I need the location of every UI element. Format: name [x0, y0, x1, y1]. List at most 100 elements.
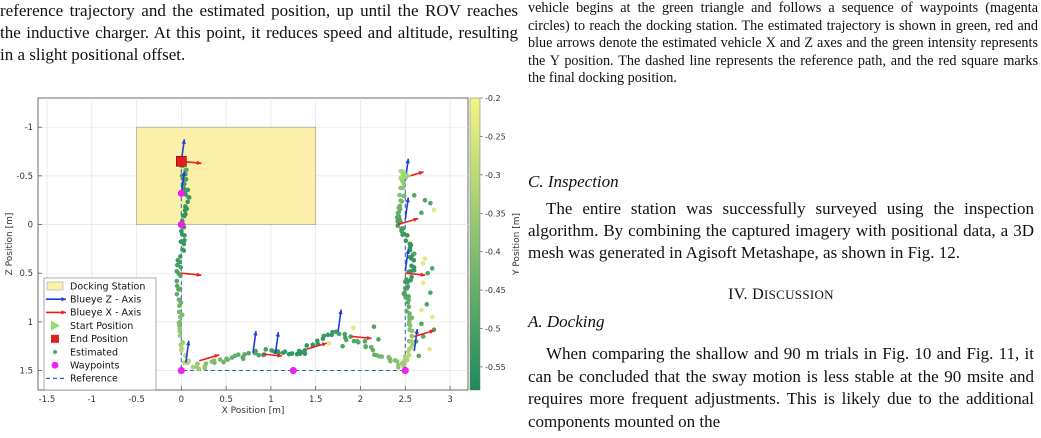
- estimated-point: [396, 210, 402, 215]
- estimated-point: [302, 351, 308, 357]
- estimated-point: [221, 359, 226, 365]
- colorbar-tick-label: -0.55: [485, 363, 506, 372]
- colorbar-tick-label: -0.25: [485, 132, 506, 141]
- estimated-point: [175, 257, 181, 263]
- estimated-point: [302, 348, 308, 353]
- x-tick-label: -1: [88, 395, 96, 405]
- estimated-point: [179, 312, 185, 318]
- z-axis-arrow-head: [405, 197, 410, 203]
- estimated-point: [263, 347, 269, 352]
- x-tick-label: 1: [268, 395, 273, 405]
- estimated-point: [368, 344, 374, 350]
- estimated-point: [387, 356, 393, 362]
- estimated-point: [409, 339, 414, 344]
- estimated-point: [355, 338, 360, 344]
- estimated-point: [177, 286, 183, 292]
- estimated-point: [320, 336, 326, 341]
- estimated-point: [276, 350, 281, 356]
- z-axis-arrow-head: [181, 139, 186, 145]
- y-tick-label: -1: [25, 123, 33, 133]
- estimated-point: [256, 352, 262, 358]
- estimated-point: [407, 254, 413, 260]
- waypoint-marker: [401, 366, 409, 375]
- colorbar-tick-label: -0.3: [485, 171, 501, 180]
- estimated-point: [174, 268, 180, 274]
- legend-swatch: [51, 334, 59, 343]
- estimated-point: [174, 278, 180, 284]
- estimated-point: [229, 355, 235, 360]
- estimated-point: [372, 352, 377, 358]
- z-axis-arrow-head: [414, 329, 419, 334]
- x-axis-arrow-head: [366, 335, 372, 341]
- end-position-marker: [176, 155, 187, 167]
- x-axis-arrow-head: [413, 217, 419, 222]
- estimated-point: [419, 321, 424, 327]
- estimated-point: [407, 319, 412, 325]
- legend-swatch-head: [61, 310, 66, 315]
- waypoint-marker: [177, 220, 185, 229]
- y-axis-label: Z Position [m]: [5, 213, 15, 276]
- legend-label: Blueye X - Axis: [70, 308, 141, 319]
- estimated-point: [405, 233, 410, 238]
- estimated-point: [246, 350, 251, 356]
- left-column: reference trajectory and the estimated p…: [0, 0, 520, 438]
- legend-label: Waypoints: [70, 361, 119, 372]
- section-text-docking: When comparing the shallow and 90 m tria…: [528, 344, 1034, 431]
- estimated-point: [429, 314, 435, 320]
- x-axis-arrow-head: [214, 354, 220, 359]
- estimated-point: [362, 339, 368, 344]
- estimated-point: [376, 337, 381, 342]
- estimated-point: [416, 353, 422, 359]
- x-tick-label: 0: [179, 395, 184, 405]
- estimated-point: [401, 193, 407, 199]
- estimated-point: [342, 331, 348, 337]
- z-axis-arrow-head: [181, 171, 186, 177]
- estimated-point: [397, 192, 402, 198]
- x-axis-arrow-head: [418, 171, 424, 176]
- estimated-point: [294, 351, 300, 357]
- estimated-point: [427, 346, 432, 352]
- estimated-point: [398, 185, 403, 191]
- estimated-point: [431, 207, 437, 213]
- z-axis-arrow-head: [405, 158, 410, 164]
- estimated-point: [363, 343, 368, 349]
- estimated-point: [401, 181, 407, 186]
- estimated-point: [420, 280, 426, 286]
- estimated-point: [180, 213, 186, 218]
- estimated-point: [343, 335, 348, 341]
- legend-label: Estimated: [70, 347, 118, 358]
- estimated-point: [174, 291, 180, 297]
- x-tick-label: 1.5: [309, 395, 323, 405]
- estimated-point: [326, 340, 332, 346]
- x-axis-arrow-head: [196, 272, 202, 277]
- section-heading-rest: ISCUSSION: [763, 287, 834, 302]
- z-axis-arrow-head: [253, 331, 258, 336]
- z-axis-arrow-head: [186, 340, 191, 346]
- waypoint-marker: [289, 366, 297, 375]
- colorbar-tick-label: -0.45: [485, 286, 506, 295]
- section-heading-discussion: IV. DISCUSSION: [528, 286, 1034, 304]
- estimated-point: [280, 350, 286, 356]
- estimated-point: [424, 302, 430, 307]
- legend-label: Reference: [70, 374, 118, 385]
- estimated-point: [408, 241, 413, 247]
- x-axis-arrow-head: [429, 329, 435, 334]
- legend-box: [43, 277, 157, 391]
- legend-swatch-head: [61, 297, 66, 302]
- x-tick-label: -0.5: [128, 395, 145, 405]
- estimated-point: [422, 256, 428, 261]
- z-axis-arrow-head: [275, 331, 280, 337]
- estimated-point: [419, 210, 424, 216]
- estimated-point: [409, 328, 415, 334]
- estimated-point: [407, 323, 413, 328]
- legend-swatch: [46, 281, 64, 291]
- estimated-point: [401, 232, 407, 237]
- estimated-point: [176, 297, 182, 302]
- legend-label: End Position: [70, 334, 128, 345]
- section-title-inspection: C. Inspection: [528, 172, 619, 191]
- estimated-point: [202, 365, 208, 371]
- estimated-point: [420, 334, 426, 339]
- estimated-point: [420, 261, 426, 266]
- legend-label: Start Position: [70, 321, 133, 332]
- y-tick-label: 0: [28, 221, 33, 231]
